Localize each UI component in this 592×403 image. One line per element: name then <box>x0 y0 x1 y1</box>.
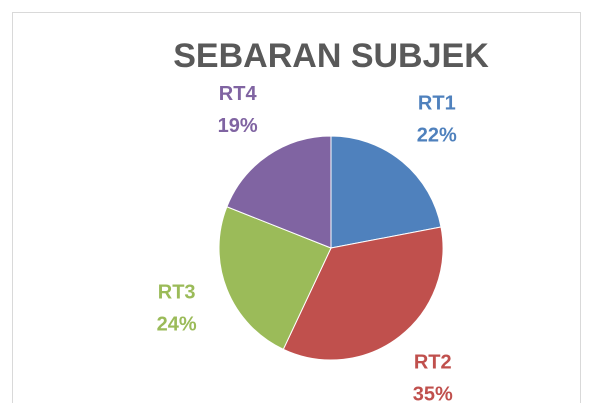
slice-label: RT3 <box>158 281 196 303</box>
slice-label: RT4 <box>219 83 258 105</box>
slice-value-label: 22% <box>417 124 457 146</box>
slice-label: RT2 <box>414 351 452 373</box>
pie-slice <box>282 226 444 361</box>
slice-label: RT1 <box>418 92 456 114</box>
slice-value-label: 24% <box>157 313 197 335</box>
pie-slice <box>218 206 332 351</box>
slice-value-label: 19% <box>218 115 258 137</box>
slice-value-label: 35% <box>413 383 453 403</box>
pie-slice <box>330 135 442 249</box>
pie-slice <box>226 135 332 249</box>
chart-title: SEBARAN SUBJEK <box>173 37 489 75</box>
